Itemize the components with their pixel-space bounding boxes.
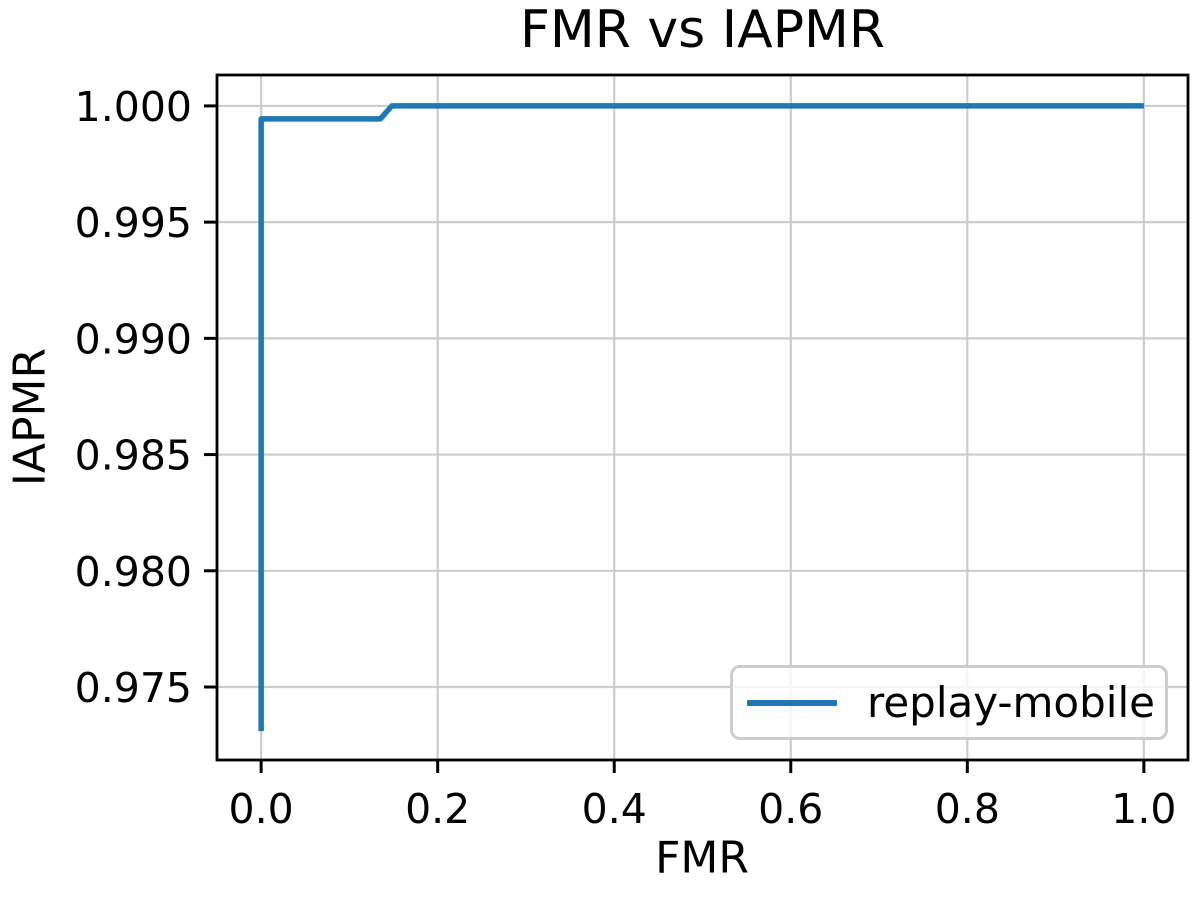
legend: replay-mobile [730, 665, 1168, 740]
x-axis-label: FMR [655, 832, 749, 884]
x-tick-label: 0.6 [758, 785, 823, 833]
y-tick-label: 0.975 [75, 664, 192, 712]
y-tick-label: 0.990 [75, 315, 192, 363]
legend-label: replay-mobile [867, 677, 1155, 727]
x-tick-label: 0.0 [229, 785, 294, 833]
legend-line-sample [747, 699, 837, 706]
y-tick-label: 1.000 [75, 83, 192, 131]
y-tick-label: 0.995 [75, 199, 192, 247]
x-tick-label: 0.8 [935, 785, 1000, 833]
y-tick-label: 0.985 [75, 432, 192, 480]
y-axis-label: IAPMR [4, 347, 56, 487]
x-tick-label: 1.0 [1111, 785, 1176, 833]
chart-title: FMR vs IAPMR [519, 0, 886, 60]
y-tick-label: 0.980 [75, 548, 192, 596]
x-tick-label: 0.4 [582, 785, 647, 833]
x-tick-label: 0.2 [405, 785, 470, 833]
plot-border [215, 73, 1190, 762]
data-line-replay-mobile [258, 103, 1144, 732]
